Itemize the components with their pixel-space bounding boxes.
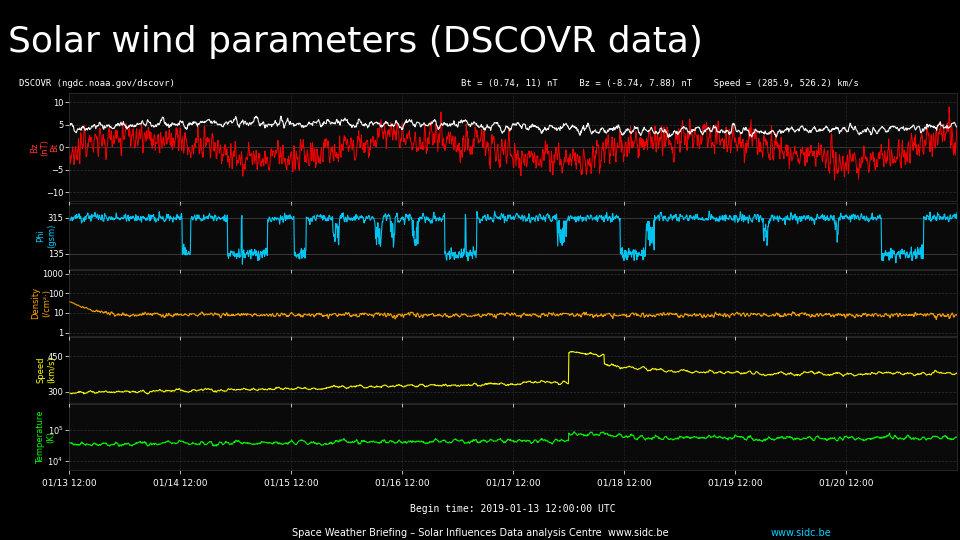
Text: Solar wind parameters (DSCOVR data): Solar wind parameters (DSCOVR data) bbox=[8, 25, 703, 59]
Text: Space Weather Briefing – Solar Influences Data analysis Centre  www.sidc.be: Space Weather Briefing – Solar Influence… bbox=[292, 528, 668, 538]
Text: Begin time: 2019-01-13 12:00:00 UTC: Begin time: 2019-01-13 12:00:00 UTC bbox=[410, 504, 616, 514]
Text: www.sidc.be: www.sidc.be bbox=[771, 528, 831, 538]
Y-axis label: Phi
(gsm): Phi (gsm) bbox=[36, 224, 56, 248]
Text: Bt = (0.74, 11) nT    Bz = (-8.74, 7.88) nT    Speed = (285.9, 526.2) km/s: Bt = (0.74, 11) nT Bz = (-8.74, 7.88) nT… bbox=[461, 79, 858, 87]
Y-axis label: Bz
(nT)
Bt: Bz (nT) Bt bbox=[30, 139, 60, 156]
Text: DSCOVR (ngdc.noaa.gov/dscovr): DSCOVR (ngdc.noaa.gov/dscovr) bbox=[19, 79, 175, 87]
Y-axis label: Density
(/cm²·): Density (/cm²·) bbox=[32, 287, 51, 319]
Y-axis label: Temperature
(K): Temperature (K) bbox=[36, 410, 56, 464]
Y-axis label: Speed
(km/s): Speed (km/s) bbox=[36, 356, 56, 383]
